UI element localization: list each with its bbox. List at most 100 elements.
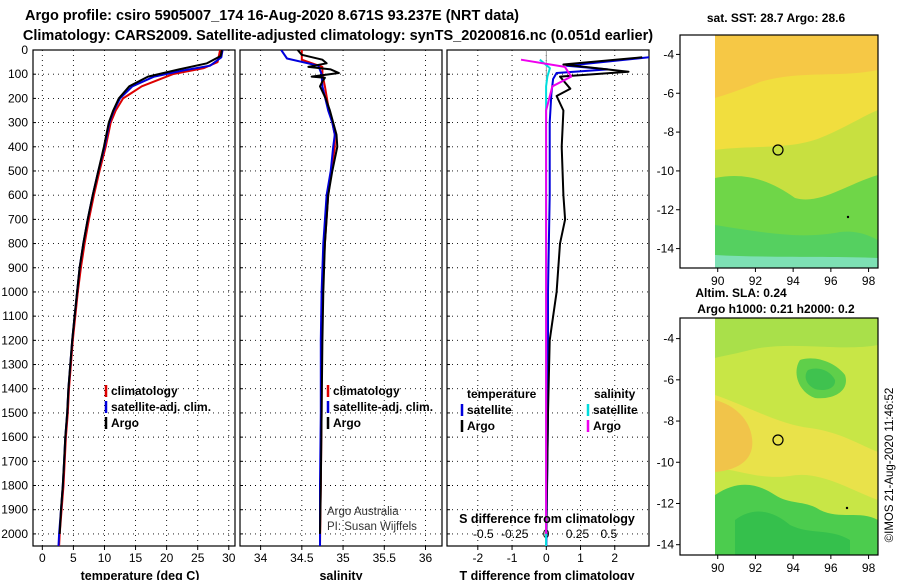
sst-map-ytick-label-5: -14 (657, 242, 675, 256)
difference-legend-label-1: Argo (467, 419, 495, 433)
sla-map: Altim. SLA: 0.24 Argo h1000: 0.21 h2000:… (657, 286, 879, 575)
s-difference-label: S difference from climatology (459, 512, 635, 526)
salinity-panel: 34 34.5 35 35.5 36 climatology satellite-adj.… (239, 49, 443, 580)
pressure-tick-label-1100: 1100 (2, 309, 28, 323)
pressure-tick-label-1600: 1600 (1, 430, 28, 444)
sst-map-xtick-label-2: 94 (786, 274, 800, 288)
sst-map-xtick-label-3: 96 (824, 274, 838, 288)
sst-map-ytick-label-1: -6 (663, 86, 674, 100)
sla-field-orange-patch (715, 400, 753, 472)
difference-xtick-label-1: -1 (507, 551, 518, 565)
sst-map-xtick-label-1: 92 (749, 274, 763, 288)
sst-data-dot (846, 215, 850, 219)
pressure-tick-label-300: 300 (8, 116, 28, 130)
sst-field-no-data (680, 35, 715, 268)
salinity-xtick-label-0: 34 (254, 551, 268, 565)
pressure-tick-label-800: 800 (8, 237, 28, 251)
salinity-plot-frame (239, 49, 443, 547)
sst-map-field (680, 35, 878, 268)
salinity-x-axis: 34 34.5 35 35.5 36 (254, 546, 433, 565)
sla-map-ytick-label-2: -8 (663, 414, 674, 428)
sla-map-xtick-label-1: 92 (749, 561, 763, 575)
sst-map-xtick-label-0: 90 (711, 274, 725, 288)
pressure-tick-label-1000: 1000 (1, 285, 28, 299)
sst-map-ytick-label-2: -8 (663, 125, 674, 139)
difference-legend: temperature salinity satellite Argo satellit… (460, 387, 638, 433)
difference-xtick-label-4: 2 (611, 551, 618, 565)
s-difference-inner-axis: -0.5-0.2500.250.5 (473, 527, 617, 541)
salinity-line-satellite-adj-clim- (280, 50, 336, 546)
sst-map: sat. SST: 28.7 Argo: 28.6 90 92 94 96 98 -4 -6… (657, 11, 879, 288)
sst-field-cyan-strip (715, 255, 878, 268)
salinity-xtick-label-4: 36 (419, 551, 433, 565)
sst-map-title: sat. SST: 28.7 Argo: 28.6 (707, 11, 846, 25)
sla-map-axes: 90 92 94 96 98 -4 -6 -8 -10 -12 -14 (657, 332, 876, 575)
difference-line-t-argo (545, 56, 643, 534)
temperature-x-axis: 0 5 10 15 20 25 30 (39, 546, 236, 565)
sla-map-field (680, 318, 878, 555)
sla-field-upper-lime (715, 318, 878, 358)
sla-map-ytick-label-5: -14 (657, 538, 675, 552)
t-difference-x-axis: -2 -1 0 1 2 (472, 546, 618, 565)
temperature-xtick-label-4: 20 (160, 551, 174, 565)
pressure-tick-label-1300: 1300 (1, 358, 28, 372)
sla-float-marker (772, 434, 784, 446)
difference-xtick-label-0: -2 (472, 551, 483, 565)
temperature-legend-label-2: Argo (111, 416, 139, 430)
temperature-line-argo (58, 50, 223, 534)
sla-map-xtick-label-2: 94 (786, 561, 800, 575)
pressure-tick-label-1500: 1500 (1, 406, 28, 420)
s-difference-tick-label-1: -0.25 (501, 527, 529, 541)
sla-field-no-data (680, 318, 715, 555)
pressure-tick-label-400: 400 (8, 140, 28, 154)
sla-map-xtick-label-3: 96 (824, 561, 838, 575)
difference-xtick-label-3: 1 (577, 551, 584, 565)
difference-legend-label-2: satellite (593, 403, 638, 417)
pressure-tick-label-1900: 1900 (1, 503, 28, 517)
sla-field-lower-green-core (735, 511, 850, 555)
t-difference-x-label: T difference from climatology (459, 569, 634, 580)
sla-field-green-high-core (805, 368, 836, 390)
sst-float-marker (772, 144, 784, 156)
pressure-tick-label-600: 600 (8, 188, 28, 202)
pressure-tick-label-2000: 2000 (1, 527, 28, 541)
s-difference-tick-label-0: -0.5 (473, 527, 494, 541)
sla-data-dot (845, 506, 849, 510)
temperature-xtick-label-1: 5 (70, 551, 77, 565)
source-note-pi: PI: Susan Wijffels (327, 521, 417, 533)
sst-map-ytick-label-4: -12 (657, 203, 675, 217)
temperature-grid (33, 49, 235, 546)
imos-timestamp: ©IMOS 21-Aug-2020 11:46:52 (884, 388, 896, 543)
salinity-x-label: salinity (319, 569, 362, 580)
sla-field-yellow-band (715, 395, 878, 500)
salinity-legend-label-2: Argo (333, 416, 361, 430)
temperature-xtick-label-6: 30 (222, 551, 236, 565)
pressure-tick-label-900: 900 (8, 261, 28, 275)
sla-map-xtick-label-0: 90 (711, 561, 725, 575)
difference-legend-label-3: Argo (593, 419, 621, 433)
temperature-xtick-label-2: 10 (98, 551, 112, 565)
temperature-panel: 0100200300400500600700800900100011001200… (1, 43, 235, 580)
s-difference-tick-label-4: 0.5 (601, 527, 618, 541)
difference-legend-salinity-title: salinity (594, 387, 636, 401)
temperature-xtick-label-0: 0 (39, 551, 46, 565)
difference-xtick-label-2: 0 (543, 551, 550, 565)
pressure-tick-label-700: 700 (8, 212, 28, 226)
temperature-x-label: temperature (deg C) (81, 569, 200, 580)
salinity-grid (240, 49, 442, 546)
salinity-line-argo (296, 50, 340, 534)
sla-map-ytick-label-4: -12 (657, 496, 675, 510)
sst-field-upper-orange (715, 35, 878, 98)
difference-line-s-argo (520, 58, 573, 534)
source-note-argo-australia: Argo Australia (327, 506, 399, 518)
s-difference-tick-label-3: 0.25 (566, 527, 590, 541)
sst-map-ytick-label-3: -10 (657, 164, 675, 178)
sst-map-ytick-label-0: -4 (663, 47, 674, 61)
salinity-xtick-label-2: 35 (336, 551, 350, 565)
salinity-xtick-label-3: 35.5 (373, 551, 397, 565)
salinity-xtick-label-1: 34.5 (290, 551, 314, 565)
temperature-xtick-label-3: 15 (129, 551, 143, 565)
figure-title-line1: Argo profile: csiro 5905007_174 16-Aug-2… (25, 8, 519, 24)
sla-map-ytick-label-1: -6 (663, 373, 674, 387)
salinity-legend-label-1: satellite-adj. clim. (333, 400, 433, 414)
